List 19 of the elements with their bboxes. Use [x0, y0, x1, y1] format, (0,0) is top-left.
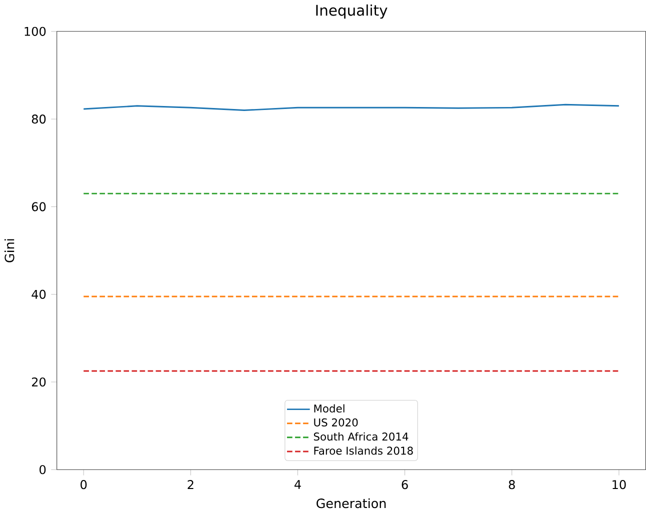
- y-tick-label: 80: [32, 114, 46, 124]
- y-tick-label: 40: [32, 290, 46, 300]
- legend-label: US 2020: [314, 418, 358, 427]
- legend-label: Faroe Islands 2018: [314, 446, 413, 455]
- y-tick-label: 20: [32, 378, 46, 387]
- x-tick-label: 2: [188, 480, 194, 490]
- y-tick-label: 60: [32, 202, 46, 212]
- x-tick-label: 10: [612, 480, 626, 490]
- chart-title: Inequality: [316, 4, 388, 19]
- x-tick-label: 6: [402, 480, 408, 490]
- y-axis-title: Gini: [4, 239, 14, 262]
- x-tick-label: 0: [80, 480, 87, 490]
- legend-label: Model: [314, 404, 344, 413]
- y-tick-label: 0: [40, 465, 46, 474]
- y-tick-label: 100: [24, 27, 46, 36]
- legend-label: South Africa 2014: [314, 432, 408, 441]
- x-tick-label: 8: [508, 480, 515, 490]
- x-tick-label: 4: [294, 480, 301, 490]
- x-axis-title: Generation: [316, 498, 386, 508]
